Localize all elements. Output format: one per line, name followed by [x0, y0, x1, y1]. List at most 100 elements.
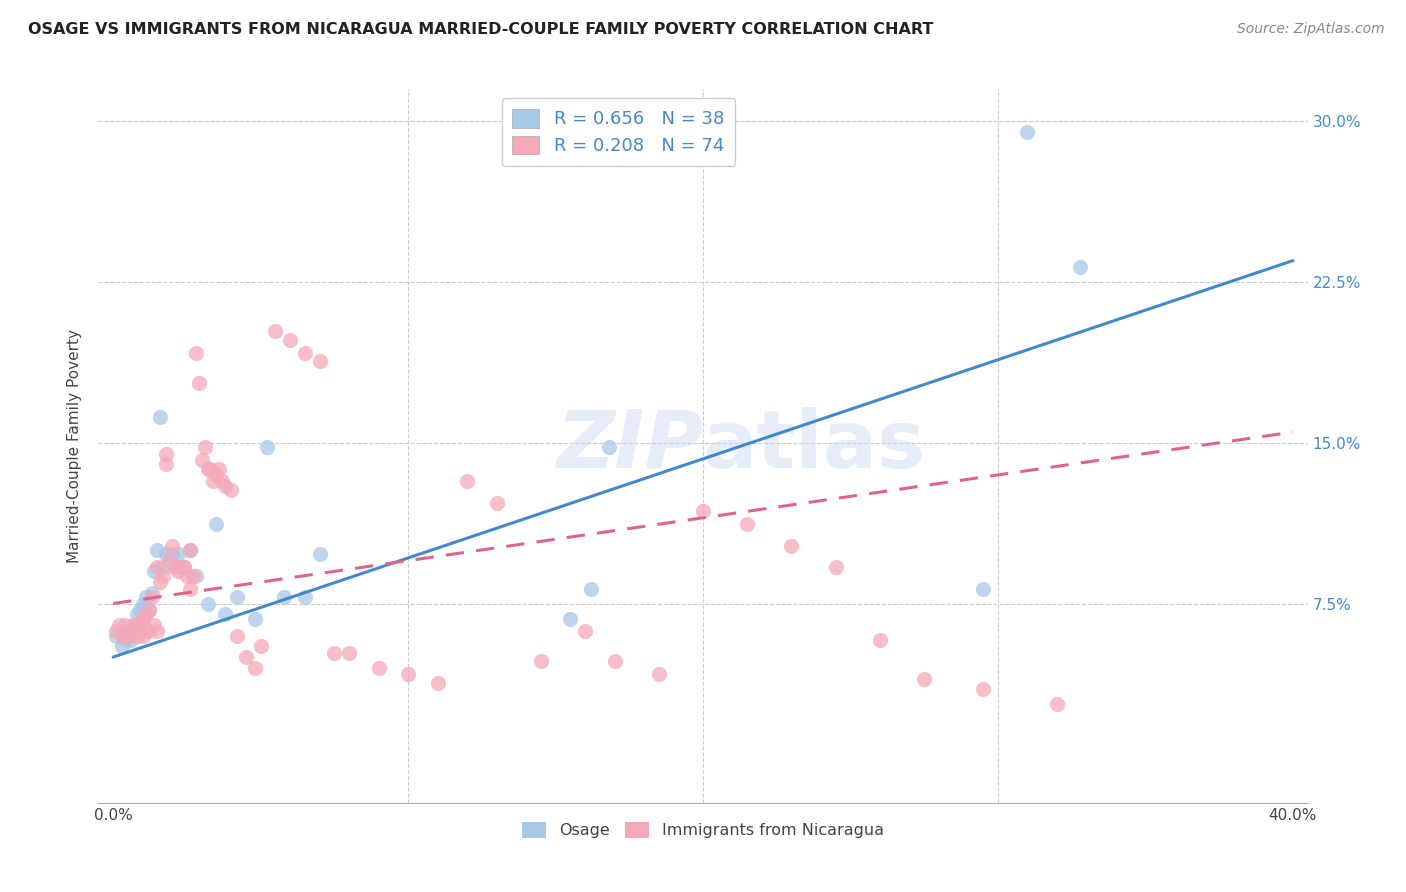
- Text: ZIP: ZIP: [555, 407, 703, 485]
- Point: [264, 324, 287, 338]
- Point: [114, 618, 136, 632]
- Point: [179, 543, 201, 558]
- Point: [141, 590, 163, 604]
- Point: [1017, 125, 1039, 139]
- Point: [202, 475, 225, 489]
- Text: OSAGE VS IMMIGRANTS FROM NICARAGUA MARRIED-COUPLE FAMILY POVERTY CORRELATION CHA: OSAGE VS IMMIGRANTS FROM NICARAGUA MARRI…: [28, 22, 934, 37]
- Point: [170, 560, 193, 574]
- Point: [197, 461, 219, 475]
- Point: [131, 611, 153, 625]
- Point: [1046, 697, 1069, 711]
- Point: [157, 554, 180, 568]
- Point: [243, 661, 266, 675]
- Point: [117, 629, 139, 643]
- Point: [194, 440, 217, 454]
- Point: [560, 611, 582, 625]
- Point: [367, 661, 389, 675]
- Point: [155, 457, 177, 471]
- Point: [179, 543, 201, 558]
- Point: [152, 560, 174, 574]
- Point: [208, 461, 231, 475]
- Point: [426, 675, 449, 690]
- Point: [278, 333, 301, 347]
- Point: [138, 603, 160, 617]
- Point: [226, 590, 249, 604]
- Point: [219, 483, 242, 497]
- Point: [294, 345, 316, 359]
- Point: [249, 640, 271, 654]
- Point: [256, 440, 278, 454]
- Point: [125, 629, 148, 643]
- Point: [308, 354, 330, 368]
- Point: [135, 607, 157, 622]
- Point: [165, 560, 187, 574]
- Point: [530, 654, 553, 668]
- Point: [167, 565, 190, 579]
- Point: [125, 607, 148, 622]
- Point: [143, 618, 166, 632]
- Point: [396, 667, 419, 681]
- Point: [179, 582, 201, 596]
- Point: [120, 624, 142, 639]
- Point: [155, 547, 177, 561]
- Point: [214, 478, 236, 492]
- Point: [735, 517, 758, 532]
- Point: [173, 560, 195, 574]
- Point: [190, 453, 212, 467]
- Point: [323, 646, 346, 660]
- Point: [120, 632, 142, 647]
- Point: [243, 611, 266, 625]
- Point: [214, 607, 236, 622]
- Point: [187, 376, 209, 390]
- Point: [146, 543, 169, 558]
- Point: [184, 568, 207, 582]
- Point: [111, 640, 134, 654]
- Point: [149, 410, 172, 425]
- Point: [131, 597, 153, 611]
- Point: [108, 618, 131, 632]
- Point: [337, 646, 360, 660]
- Point: [574, 624, 596, 639]
- Point: [138, 624, 160, 639]
- Point: [485, 496, 508, 510]
- Point: [105, 624, 128, 639]
- Point: [308, 547, 330, 561]
- Point: [181, 568, 204, 582]
- Point: [456, 475, 478, 489]
- Point: [648, 667, 671, 681]
- Point: [122, 618, 145, 632]
- Text: atlas: atlas: [703, 407, 927, 485]
- Point: [273, 590, 295, 604]
- Point: [117, 629, 139, 643]
- Point: [167, 547, 190, 561]
- Point: [141, 586, 163, 600]
- Point: [912, 672, 935, 686]
- Point: [122, 618, 145, 632]
- Text: Source: ZipAtlas.com: Source: ZipAtlas.com: [1237, 22, 1385, 37]
- Point: [125, 618, 148, 632]
- Point: [135, 590, 157, 604]
- Point: [128, 603, 150, 617]
- Point: [226, 629, 249, 643]
- Point: [603, 654, 626, 668]
- Point: [780, 539, 803, 553]
- Point: [205, 517, 228, 532]
- Point: [972, 682, 994, 697]
- Point: [138, 603, 160, 617]
- Point: [105, 629, 128, 643]
- Point: [200, 461, 222, 475]
- Point: [205, 467, 228, 482]
- Point: [598, 440, 620, 454]
- Point: [294, 590, 316, 604]
- Point: [167, 560, 190, 574]
- Point: [579, 582, 602, 596]
- Point: [176, 568, 198, 582]
- Point: [143, 565, 166, 579]
- Point: [184, 345, 207, 359]
- Point: [114, 632, 136, 647]
- Point: [152, 568, 174, 582]
- Point: [128, 624, 150, 639]
- Point: [692, 504, 714, 518]
- Point: [117, 624, 139, 639]
- Point: [155, 446, 177, 460]
